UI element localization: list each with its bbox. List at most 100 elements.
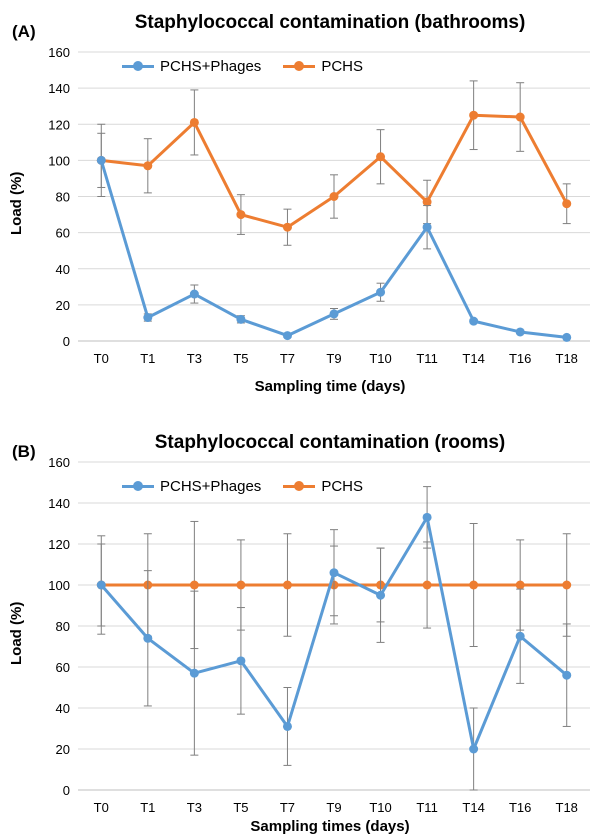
legend: PCHS+Phages PCHS bbox=[122, 478, 363, 495]
legend-label: PCHS bbox=[321, 478, 363, 495]
y-axis-label: Load (%) bbox=[8, 171, 25, 235]
y-tick-label: 40 bbox=[56, 262, 70, 277]
data-point-pchs bbox=[562, 580, 572, 590]
data-point-pchs bbox=[515, 112, 525, 122]
x-tick-label: T5 bbox=[233, 351, 248, 366]
data-point-pchs-phages bbox=[96, 155, 106, 165]
x-tick-label: T7 bbox=[280, 800, 295, 815]
data-point-pchs bbox=[282, 580, 292, 590]
panel-label: (B) bbox=[12, 442, 36, 461]
y-tick-label: 60 bbox=[56, 660, 70, 675]
data-point-pchs-phages bbox=[189, 289, 199, 299]
y-tick-label: 140 bbox=[48, 81, 70, 96]
data-point-pchs-phages bbox=[422, 222, 432, 232]
data-point-pchs-phages bbox=[236, 314, 246, 324]
data-point-pchs-phages bbox=[515, 327, 525, 337]
y-tick-label: 20 bbox=[56, 742, 70, 757]
x-tick-label: T14 bbox=[462, 351, 484, 366]
data-point-pchs-phages bbox=[143, 313, 153, 323]
data-point-pchs-phages bbox=[329, 568, 339, 578]
x-tick-label: T11 bbox=[416, 800, 437, 815]
y-axis-label: Load (%) bbox=[8, 601, 25, 665]
data-point-pchs bbox=[329, 192, 339, 201]
x-tick-label: T16 bbox=[509, 351, 531, 366]
data-point-pchs-phages bbox=[515, 631, 525, 641]
y-tick-label: 100 bbox=[48, 578, 70, 593]
data-point-pchs bbox=[189, 117, 199, 127]
y-tick-label: 80 bbox=[56, 619, 70, 634]
legend-swatch-pchs bbox=[283, 481, 316, 491]
panel-rooms: 0 20 40 60 80 100 120 140 160 T0 T1 T3 T5 T7 T9 T10 T11 T… bbox=[0, 420, 600, 840]
legend: PCHS+Phages PCHS bbox=[122, 58, 363, 75]
legend-item-phages: PCHS+Phages bbox=[122, 58, 261, 75]
data-point-pchs-phages bbox=[469, 744, 479, 754]
data-point-pchs bbox=[236, 210, 246, 220]
x-tick-label: T16 bbox=[509, 800, 531, 815]
data-point-pchs-phages bbox=[422, 512, 432, 522]
x-tick-label: T3 bbox=[187, 800, 202, 815]
data-point-pchs-phages bbox=[143, 633, 153, 643]
y-tick-label: 120 bbox=[48, 537, 70, 552]
legend-swatch-phages bbox=[122, 61, 154, 71]
chart-title: Staphylococcal contamination (rooms) bbox=[154, 432, 506, 453]
x-tick-label: T1 bbox=[140, 351, 155, 366]
data-point-pchs bbox=[236, 580, 246, 590]
x-tick-label: T1 bbox=[140, 800, 155, 815]
x-tick-label: T0 bbox=[94, 800, 109, 815]
x-tick-label: T0 bbox=[94, 351, 109, 366]
x-tick-label: T11 bbox=[416, 351, 437, 366]
data-point-pchs-phages bbox=[469, 316, 479, 326]
y-tick-label: 60 bbox=[56, 226, 70, 241]
data-point-pchs bbox=[562, 199, 572, 209]
x-axis-label: Sampling time (days) bbox=[254, 378, 406, 395]
x-tick-label: T5 bbox=[233, 800, 248, 815]
data-point-pchs bbox=[469, 580, 479, 590]
data-point-pchs-phages bbox=[282, 721, 292, 731]
data-point-pchs-phages bbox=[282, 331, 292, 341]
y-tick-label: 160 bbox=[48, 45, 70, 60]
y-tick-label: 140 bbox=[48, 496, 70, 511]
data-point-pchs bbox=[422, 197, 432, 207]
data-point-pchs-phages bbox=[376, 590, 386, 600]
y-tick-label: 40 bbox=[56, 701, 70, 716]
data-point-pchs-phages bbox=[376, 287, 386, 297]
x-tick-label: T10 bbox=[369, 800, 391, 815]
legend-label: PCHS+Phages bbox=[160, 58, 262, 75]
data-point-pchs bbox=[189, 580, 199, 590]
legend-item-pchs: PCHS bbox=[283, 58, 363, 75]
legend-item-pchs: PCHS bbox=[283, 478, 363, 495]
x-tick-label: T9 bbox=[326, 800, 341, 815]
x-tick-label: T18 bbox=[556, 800, 578, 815]
x-tick-label: T3 bbox=[187, 351, 202, 366]
y-tick-label: 80 bbox=[56, 190, 70, 205]
y-tick-label: 20 bbox=[56, 298, 70, 313]
panel-label: (A) bbox=[12, 22, 36, 41]
data-point-pchs bbox=[469, 110, 479, 120]
data-point-pchs bbox=[515, 580, 525, 590]
legend-item-phages: PCHS+Phages bbox=[122, 478, 261, 495]
legend-swatch-phages bbox=[122, 481, 154, 491]
data-point-pchs bbox=[282, 222, 292, 232]
legend-label: PCHS+Phages bbox=[160, 478, 262, 495]
panel-bathrooms: 0 20 40 60 80 100 120 140 160 T0 T1 T3 T5 T7 T9 T10 T11 T… bbox=[8, 12, 590, 395]
legend-swatch-pchs bbox=[283, 61, 316, 71]
data-point-pchs-phages bbox=[189, 668, 199, 678]
data-point-pchs-phages bbox=[562, 670, 572, 680]
chart-rooms: 0 20 40 60 80 100 120 140 160 T0 T1 T3 T5 T7 T9 T10 T11 T… bbox=[48, 455, 590, 815]
x-tick-label: T14 bbox=[462, 800, 484, 815]
data-point-pchs bbox=[143, 161, 153, 171]
y-tick-label: 0 bbox=[63, 334, 70, 349]
y-tick-label: 0 bbox=[63, 783, 70, 798]
data-point-pchs-phages bbox=[96, 580, 106, 590]
data-point-pchs-phages bbox=[562, 332, 572, 342]
x-tick-label: T18 bbox=[556, 351, 578, 366]
legend-label: PCHS bbox=[321, 58, 363, 75]
y-tick-label: 160 bbox=[48, 455, 70, 470]
data-point-pchs-phages bbox=[329, 309, 339, 319]
x-tick-label: T9 bbox=[326, 351, 341, 366]
chart-title: Staphylococcal contamination (bathrooms) bbox=[134, 12, 526, 33]
x-tick-label: T10 bbox=[369, 351, 391, 366]
data-point-pchs-phages bbox=[236, 656, 246, 666]
data-point-pchs bbox=[376, 152, 386, 162]
data-point-pchs bbox=[422, 580, 432, 590]
